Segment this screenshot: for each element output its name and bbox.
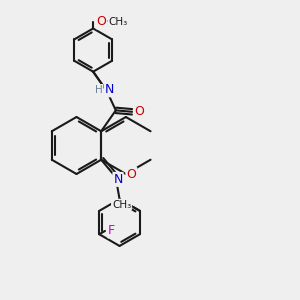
Text: CH₃: CH₃: [112, 200, 131, 209]
Text: CH₃: CH₃: [108, 17, 128, 27]
Text: O: O: [126, 167, 136, 181]
Text: N: N: [105, 83, 114, 96]
Text: O: O: [134, 105, 144, 118]
Text: F: F: [108, 224, 115, 237]
Text: H: H: [95, 85, 102, 95]
Text: N: N: [113, 173, 123, 186]
Text: O: O: [97, 15, 106, 28]
